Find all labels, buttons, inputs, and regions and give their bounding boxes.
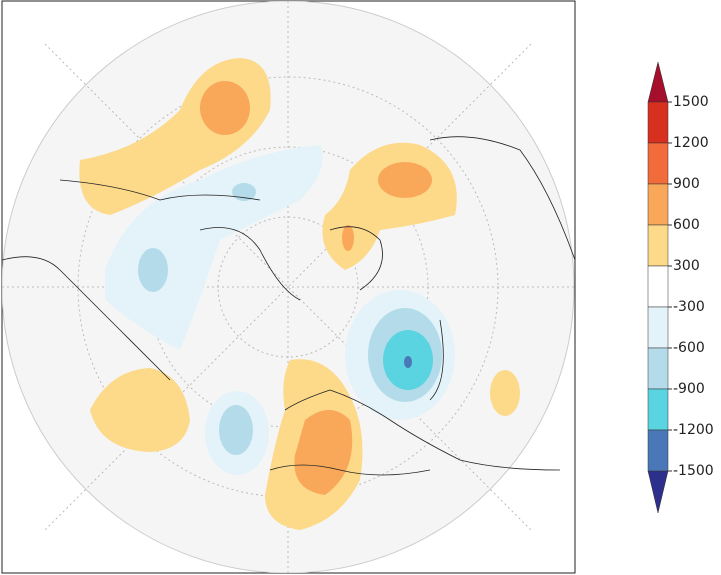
colorbar-tick-label: 600 bbox=[673, 217, 700, 233]
colorbar-tick-label: 1200 bbox=[673, 135, 709, 151]
colorbar-bin bbox=[647, 142, 669, 185]
colorbar-tick-label: -600 bbox=[673, 340, 705, 356]
colorbar-tick-label: 900 bbox=[673, 176, 700, 192]
map bbox=[1, 0, 576, 574]
colorbar-tick-label: 300 bbox=[673, 258, 700, 274]
colorbar-tick-label: -900 bbox=[673, 381, 705, 397]
colorbar-bin bbox=[647, 265, 669, 308]
colorbar-tick-label: 1500 bbox=[673, 94, 709, 110]
colorbar-bin bbox=[647, 347, 669, 390]
colorbar-bin bbox=[647, 306, 669, 349]
coastlines bbox=[2, 136, 575, 476]
colorbar-bin bbox=[647, 429, 669, 472]
colorbar-bin bbox=[647, 224, 669, 267]
colorbar-bin bbox=[647, 183, 669, 226]
under-triangle bbox=[647, 470, 669, 514]
colorbar-tick-label: -1200 bbox=[673, 422, 714, 438]
colorbar-tick-label: -1500 bbox=[673, 463, 714, 479]
colorbar-bin bbox=[647, 101, 669, 144]
over-triangle bbox=[647, 61, 669, 103]
anomaly-fields bbox=[79, 58, 520, 530]
colorbar: 1500 1200 900 600 300 -300 -600 -900 -1200 -1500 bbox=[647, 61, 714, 514]
colorbar-bin bbox=[647, 388, 669, 431]
colorbar-tick-label: -300 bbox=[673, 299, 705, 315]
